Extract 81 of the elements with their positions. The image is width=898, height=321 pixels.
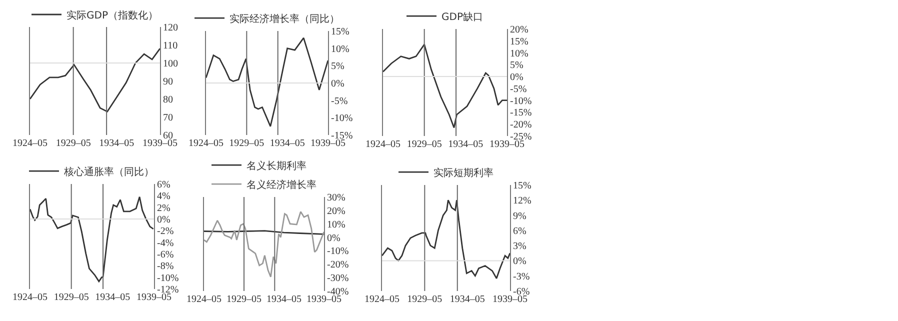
legend-label: 名义经济增长率 <box>246 179 316 192</box>
y-tick-label: 15% <box>510 36 528 48</box>
x-tick-label: 1939–05 <box>142 138 178 149</box>
y-tick-label: 5% <box>331 61 344 72</box>
line-series <box>206 37 328 128</box>
y-tick-label: 20% <box>327 206 346 217</box>
line-series <box>204 211 324 278</box>
x-tick-label: 1934–05 <box>448 139 484 150</box>
y-tick-label: 0% <box>510 72 524 84</box>
line-series <box>30 48 160 112</box>
y-tick-label: 0% <box>327 232 340 244</box>
y-tick-label: 10% <box>327 219 346 230</box>
legend-label: 名义长期利率 <box>246 160 306 172</box>
x-tick-label: 1929–05 <box>407 294 442 305</box>
y-tick-label: 10% <box>510 48 528 60</box>
y-tick-label: 15% <box>331 26 350 38</box>
y-tick-label: 100 <box>163 58 178 70</box>
x-tick-label: 1934–05 <box>450 294 485 305</box>
x-tick-label: 1924–05 <box>364 294 400 305</box>
x-tick-label: 1934–05 <box>99 138 134 149</box>
y-tick-label: 9% <box>513 210 526 222</box>
legend-label: GDP缺口 <box>442 11 483 24</box>
y-tick-label: 15% <box>513 180 532 192</box>
x-tick-label: 1924–05 <box>366 139 400 150</box>
x-tick-label: 1939–05 <box>306 294 342 305</box>
legend-label: 实际GDP（指数化） <box>66 9 158 22</box>
x-tick-label: 1939–05 <box>490 139 524 150</box>
x-tick-label: 1934–05 <box>266 294 302 305</box>
y-tick-label: 3% <box>513 241 526 252</box>
x-tick-label: 1934–05 <box>270 138 305 149</box>
y-tick-label: 120 <box>163 22 178 34</box>
y-tick-label: 12% <box>513 196 532 207</box>
x-tick-label: 1924–05 <box>12 292 48 303</box>
x-tick-label: 1939–05 <box>492 294 528 305</box>
y-tick-label: 6% <box>513 226 526 237</box>
y-tick-label: 2% <box>157 202 170 214</box>
y-tick-label: 80 <box>163 94 173 106</box>
legend-label: 实际经济增长率（同比） <box>230 13 340 26</box>
line-series <box>30 196 154 282</box>
y-tick-label: 90 <box>163 76 173 88</box>
y-tick-label: 0% <box>513 256 526 268</box>
line-series <box>382 199 510 280</box>
y-tick-label: -6% <box>157 250 174 260</box>
y-tick-label: -5% <box>510 84 527 95</box>
y-tick-label: 0% <box>157 214 170 226</box>
y-tick-label: -30% <box>327 273 349 284</box>
y-tick-label: -15% <box>510 108 532 119</box>
x-tick-label: 1924–05 <box>186 294 222 305</box>
x-tick-label: 1929–05 <box>229 138 264 149</box>
x-tick-label: 1929–05 <box>406 139 442 150</box>
legend-label: 核心通胀率（同比） <box>63 166 154 178</box>
y-tick-label: -10% <box>327 246 349 258</box>
line-series <box>383 44 507 128</box>
y-tick-label: 70 <box>163 112 173 124</box>
x-tick-label: 1939–05 <box>136 292 172 303</box>
y-tick-label: 4% <box>157 191 170 202</box>
y-tick-label: -8% <box>157 261 174 272</box>
y-tick-label: 110 <box>163 40 178 52</box>
legend-label: 实际短期利率 <box>434 167 494 180</box>
y-tick-label: 10% <box>331 44 350 55</box>
x-tick-label: 1934–05 <box>95 292 130 303</box>
y-tick-label: -20% <box>327 260 349 271</box>
y-tick-label: 6% <box>157 180 170 190</box>
x-tick-label: 1929–05 <box>226 294 262 305</box>
y-tick-label: -2% <box>157 226 174 238</box>
y-tick-label: 0% <box>331 78 344 90</box>
x-tick-label: 1929–05 <box>56 138 91 149</box>
y-tick-label: -10% <box>331 113 353 124</box>
y-tick-label: -10% <box>510 96 532 107</box>
y-tick-label: -10% <box>157 272 179 284</box>
y-tick-label: -5% <box>331 96 348 107</box>
y-tick-label: -4% <box>157 238 174 249</box>
y-tick-label: 30% <box>327 192 346 204</box>
y-tick-label: -20% <box>510 120 532 131</box>
x-tick-label: 1929–05 <box>54 292 89 303</box>
x-tick-label: 1924–05 <box>188 138 224 149</box>
y-tick-label: -3% <box>513 271 530 282</box>
y-tick-label: 20% <box>510 24 528 36</box>
x-tick-label: 1939–05 <box>310 138 346 149</box>
y-tick-label: 5% <box>510 60 524 72</box>
x-tick-label: 1924–05 <box>12 138 48 149</box>
